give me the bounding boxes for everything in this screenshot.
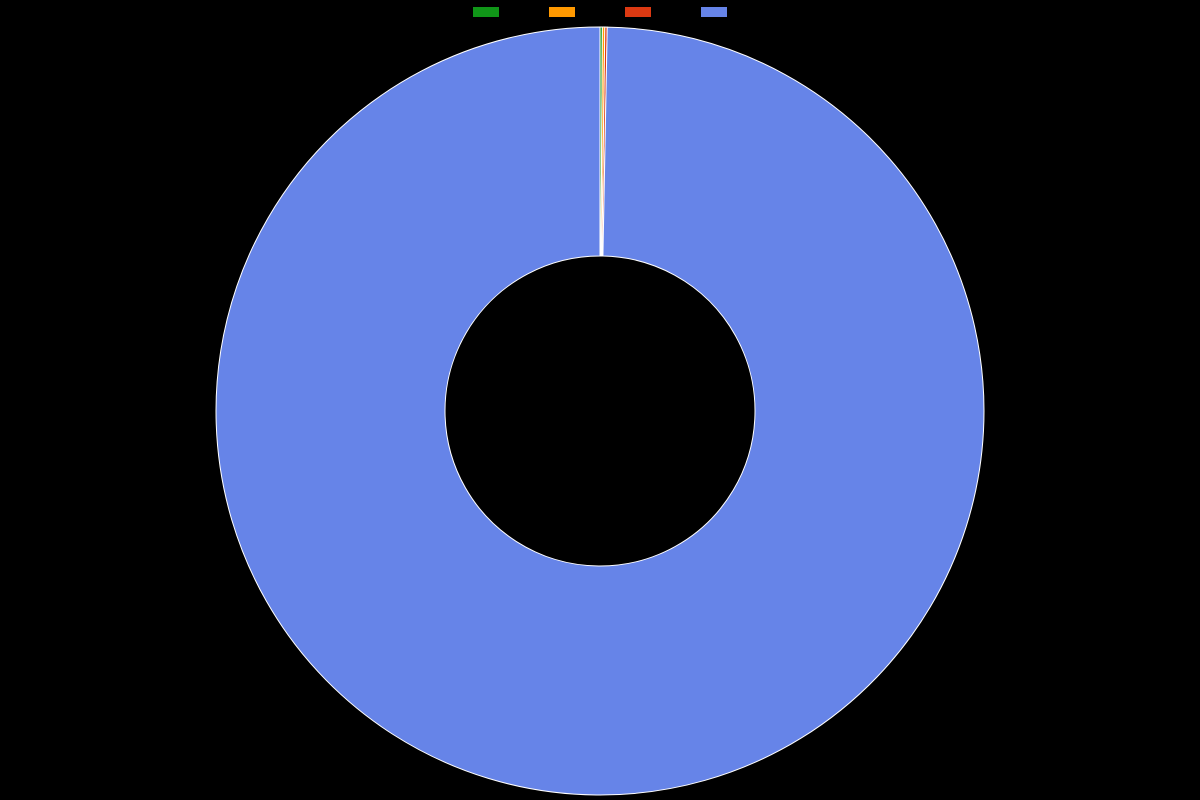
legend-item[interactable]	[548, 6, 576, 18]
legend-item[interactable]	[700, 6, 728, 18]
legend-swatch-icon	[700, 6, 728, 18]
legend-item[interactable]	[472, 6, 500, 18]
legend-swatch-icon	[624, 6, 652, 18]
legend-swatch-icon	[472, 6, 500, 18]
legend-item[interactable]	[624, 6, 652, 18]
donut-chart	[0, 22, 1200, 800]
legend	[0, 6, 1200, 18]
legend-swatch-icon	[548, 6, 576, 18]
